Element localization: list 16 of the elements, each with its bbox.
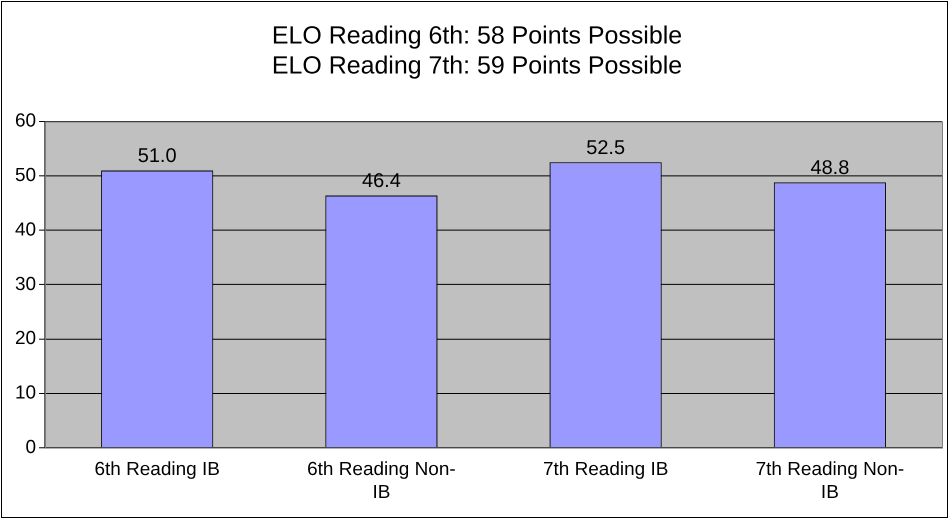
- data-label: 46.4: [362, 170, 401, 192]
- y-tick-label: 10: [14, 382, 36, 404]
- y-tick-label: 50: [14, 165, 36, 186]
- y-tick-label: 30: [14, 274, 36, 295]
- y-tick-label: 40: [14, 219, 36, 240]
- data-label: 48.8: [810, 156, 850, 179]
- x-tick-label: 6th Reading Non-IB: [307, 459, 456, 503]
- y-tick-label: 60: [14, 110, 36, 132]
- x-tick-label: 7th Reading IB: [542, 459, 668, 480]
- data-label: 51.0: [138, 145, 177, 167]
- x-tick-label: 6th Reading IB: [94, 459, 220, 480]
- y-tick-label: 20: [14, 328, 36, 350]
- data-label: 52.5: [586, 136, 626, 159]
- chart-title: ELO Reading 6th: 58 Points Possible ELO Reading 7th: 59 Points Possible: [272, 22, 682, 80]
- y-tick-label: 0: [26, 436, 36, 458]
- x-tick-label: 7th Reading Non-IB: [756, 459, 904, 503]
